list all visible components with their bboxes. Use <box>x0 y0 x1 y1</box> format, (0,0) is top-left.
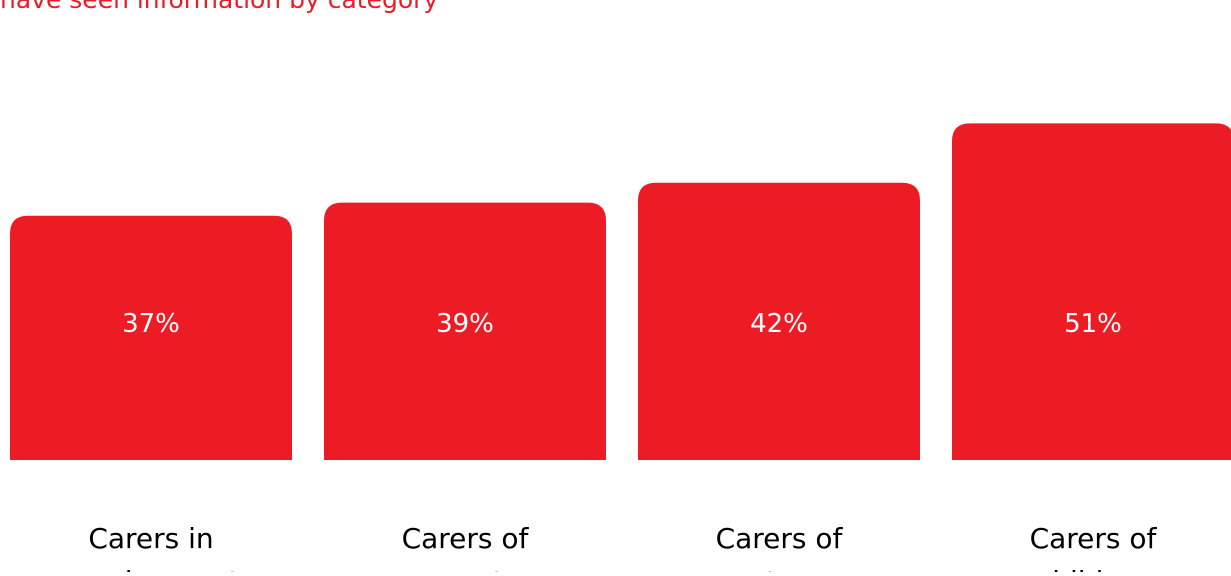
category-label-1-line-1: Carers in <box>88 522 213 555</box>
bar-value-label-3: 42% <box>750 309 808 339</box>
bar-value-label-4: 51% <box>1064 309 1122 339</box>
category-label-2-line-1: Carers of <box>402 522 530 555</box>
bar-4 <box>952 123 1231 460</box>
category-label-3-line-2: partners <box>720 565 839 572</box>
bar-2 <box>324 202 606 460</box>
bar-value-label-2: 39% <box>436 309 494 339</box>
bar-value-label-1: 37% <box>122 309 180 339</box>
bar-1 <box>10 215 292 460</box>
category-label-2-line-2: parents <box>412 565 518 572</box>
chart-title: have seen information by category <box>0 0 438 16</box>
bar-3 <box>638 182 920 461</box>
category-label-4-line-1: Carers of <box>1030 522 1158 555</box>
category-label-3-line-1: Carers of <box>716 522 844 555</box>
category-label-4-line-2: children <box>1037 565 1149 572</box>
category-label-1-line-2: employment <box>63 565 240 572</box>
